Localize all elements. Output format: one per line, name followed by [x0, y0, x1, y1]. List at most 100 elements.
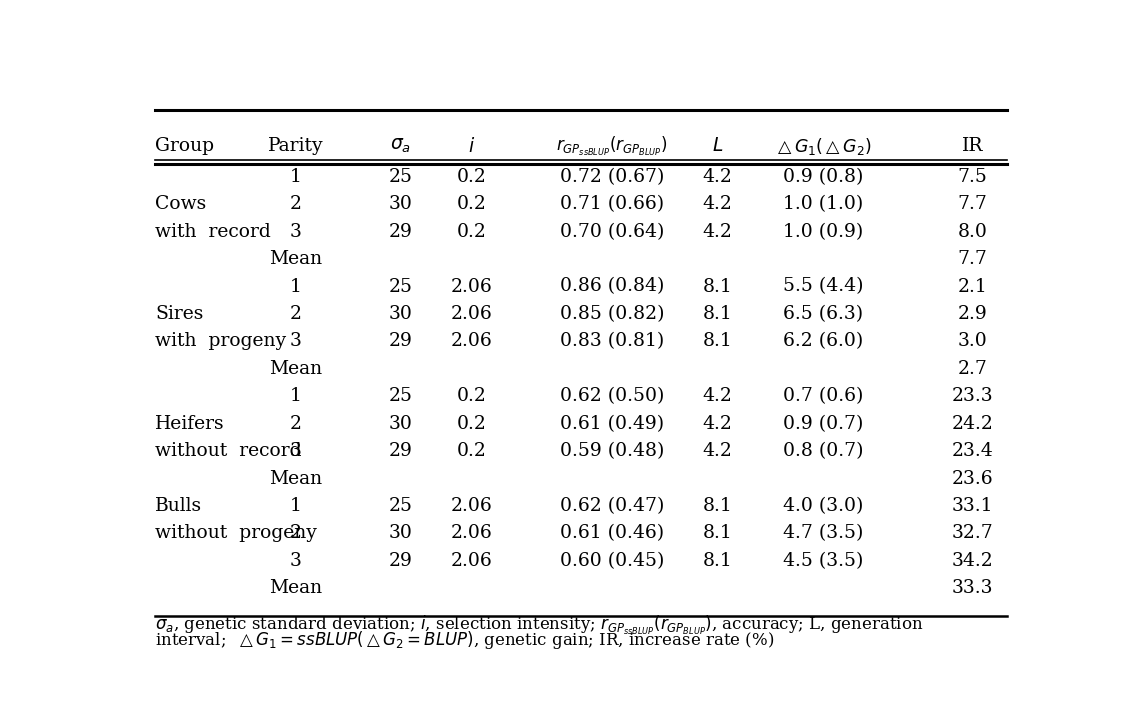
Text: 2.06: 2.06	[450, 552, 492, 570]
Text: 29: 29	[389, 332, 413, 350]
Text: interval;  $\triangle G_1 = ssBLUP(\triangle G_2 = BLUP)$, genetic gain; IR, inc: interval; $\triangle G_1 = ssBLUP(\trian…	[155, 630, 775, 651]
Text: 23.4: 23.4	[951, 442, 993, 460]
Text: 0.72 (0.67): 0.72 (0.67)	[560, 168, 665, 186]
Text: Bulls: Bulls	[155, 497, 202, 515]
Text: 2.06: 2.06	[450, 332, 492, 350]
Text: 0.2: 0.2	[456, 442, 486, 460]
Text: 30: 30	[389, 305, 413, 323]
Text: 5.5 (4.4): 5.5 (4.4)	[782, 278, 863, 295]
Text: Sires: Sires	[155, 305, 203, 323]
Text: 24.2: 24.2	[951, 414, 993, 433]
Text: 2.06: 2.06	[450, 497, 492, 515]
Text: 4.2: 4.2	[702, 387, 733, 405]
Text: 0.83 (0.81): 0.83 (0.81)	[560, 332, 665, 350]
Text: 29: 29	[389, 552, 413, 570]
Text: $\triangle G_1(\triangle G_2)$: $\triangle G_1(\triangle G_2)$	[775, 135, 872, 156]
Text: 8.1: 8.1	[703, 332, 733, 350]
Text: 29: 29	[389, 222, 413, 241]
Text: with  record: with record	[155, 222, 271, 241]
Text: without  progeny: without progeny	[155, 524, 316, 542]
Text: 0.2: 0.2	[456, 222, 486, 241]
Text: Heifers: Heifers	[155, 414, 225, 433]
Text: 0.61 (0.49): 0.61 (0.49)	[560, 414, 665, 433]
Text: 34.2: 34.2	[951, 552, 993, 570]
Text: 0.2: 0.2	[456, 387, 486, 405]
Text: 8.1: 8.1	[703, 305, 733, 323]
Text: 1: 1	[289, 168, 302, 186]
Text: Cows: Cows	[155, 196, 206, 213]
Text: 0.7 (0.6): 0.7 (0.6)	[782, 387, 863, 405]
Text: 8.1: 8.1	[703, 497, 733, 515]
Text: 3.0: 3.0	[957, 332, 987, 350]
Text: 32.7: 32.7	[951, 524, 993, 542]
Text: 4.2: 4.2	[702, 222, 733, 241]
Text: 2: 2	[289, 305, 302, 323]
Text: 0.85 (0.82): 0.85 (0.82)	[560, 305, 665, 323]
Text: 25: 25	[389, 387, 413, 405]
Text: Mean: Mean	[269, 360, 322, 378]
Text: 1: 1	[289, 387, 302, 405]
Text: 0.62 (0.47): 0.62 (0.47)	[560, 497, 665, 515]
Text: 4.2: 4.2	[702, 414, 733, 433]
Text: 0.62 (0.50): 0.62 (0.50)	[560, 387, 665, 405]
Text: with  progeny: with progeny	[155, 332, 286, 350]
Text: 3: 3	[289, 552, 302, 570]
Text: Group: Group	[155, 137, 214, 155]
Text: without  record: without record	[155, 442, 302, 460]
Text: 0.2: 0.2	[456, 414, 486, 433]
Text: 2.06: 2.06	[450, 305, 492, 323]
Text: 0.2: 0.2	[456, 168, 486, 186]
Text: 3: 3	[289, 442, 302, 460]
Text: 33.3: 33.3	[951, 579, 993, 598]
Text: 0.86 (0.84): 0.86 (0.84)	[560, 278, 665, 295]
Text: 23.3: 23.3	[951, 387, 993, 405]
Text: IR: IR	[962, 137, 983, 155]
Text: Mean: Mean	[269, 470, 322, 488]
Text: 0.2: 0.2	[456, 196, 486, 213]
Text: 2.1: 2.1	[957, 278, 987, 295]
Text: 7.7: 7.7	[957, 196, 988, 213]
Text: Mean: Mean	[269, 250, 322, 268]
Text: 8.1: 8.1	[703, 278, 733, 295]
Text: 6.2 (6.0): 6.2 (6.0)	[782, 332, 863, 350]
Text: 1: 1	[289, 497, 302, 515]
Text: 4.0 (3.0): 4.0 (3.0)	[782, 497, 863, 515]
Text: 7.5: 7.5	[957, 168, 988, 186]
Text: 30: 30	[389, 196, 413, 213]
Text: 1.0 (0.9): 1.0 (0.9)	[782, 222, 863, 241]
Text: 23.6: 23.6	[951, 470, 993, 488]
Text: 4.2: 4.2	[702, 168, 733, 186]
Text: 6.5 (6.3): 6.5 (6.3)	[782, 305, 863, 323]
Text: 0.60 (0.45): 0.60 (0.45)	[560, 552, 665, 570]
Text: 2: 2	[289, 414, 302, 433]
Text: 2: 2	[289, 524, 302, 542]
Text: 3: 3	[289, 332, 302, 350]
Text: $\sigma_a$, genetic standard deviation; $i$, selection intensity; $r_{GP_{ssBLUP: $\sigma_a$, genetic standard deviation; …	[155, 614, 923, 638]
Text: 25: 25	[389, 278, 413, 295]
Text: 0.8 (0.7): 0.8 (0.7)	[782, 442, 863, 460]
Text: 0.59 (0.48): 0.59 (0.48)	[560, 442, 665, 460]
Text: 4.2: 4.2	[702, 442, 733, 460]
Text: 25: 25	[389, 497, 413, 515]
Text: 30: 30	[389, 414, 413, 433]
Text: 1.0 (1.0): 1.0 (1.0)	[782, 196, 863, 213]
Text: 1: 1	[289, 278, 302, 295]
Text: 0.61 (0.46): 0.61 (0.46)	[560, 524, 665, 542]
Text: 8.0: 8.0	[957, 222, 988, 241]
Text: 3: 3	[289, 222, 302, 241]
Text: 29: 29	[389, 442, 413, 460]
Text: $\sigma_a$: $\sigma_a$	[390, 137, 412, 155]
Text: 2: 2	[289, 196, 302, 213]
Text: Parity: Parity	[268, 137, 323, 155]
Text: $L$: $L$	[712, 137, 723, 155]
Text: Mean: Mean	[269, 579, 322, 598]
Text: 0.9 (0.8): 0.9 (0.8)	[782, 168, 863, 186]
Text: 0.70 (0.64): 0.70 (0.64)	[560, 222, 665, 241]
Text: 0.9 (0.7): 0.9 (0.7)	[782, 414, 863, 433]
Text: 33.1: 33.1	[951, 497, 993, 515]
Text: $i$: $i$	[467, 137, 475, 156]
Text: 4.5 (3.5): 4.5 (3.5)	[782, 552, 863, 570]
Text: 2.7: 2.7	[957, 360, 988, 378]
Text: $r_{GP_{ssBLUP}}(r_{GP_{BLUP}})$: $r_{GP_{ssBLUP}}(r_{GP_{BLUP}})$	[556, 134, 668, 158]
Text: 8.1: 8.1	[703, 524, 733, 542]
